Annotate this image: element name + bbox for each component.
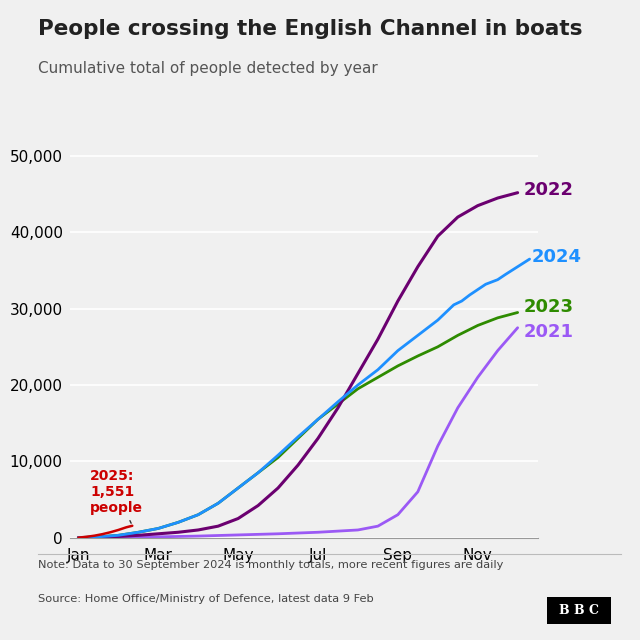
- Text: 2021: 2021: [524, 323, 573, 340]
- Text: 2025:
1,551
people: 2025: 1,551 people: [90, 469, 143, 524]
- Text: 2022: 2022: [524, 181, 573, 200]
- Text: B B C: B B C: [559, 604, 599, 617]
- Text: Note: Data to 30 September 2024 is monthly totals, more recent figures are daily: Note: Data to 30 September 2024 is month…: [38, 560, 504, 570]
- Text: 2024: 2024: [532, 248, 582, 266]
- Text: 2023: 2023: [524, 298, 573, 316]
- Text: People crossing the English Channel in boats: People crossing the English Channel in b…: [38, 19, 583, 39]
- Text: Cumulative total of people detected by year: Cumulative total of people detected by y…: [38, 61, 378, 76]
- Text: Source: Home Office/Ministry of Defence, latest data 9 Feb: Source: Home Office/Ministry of Defence,…: [38, 594, 374, 604]
